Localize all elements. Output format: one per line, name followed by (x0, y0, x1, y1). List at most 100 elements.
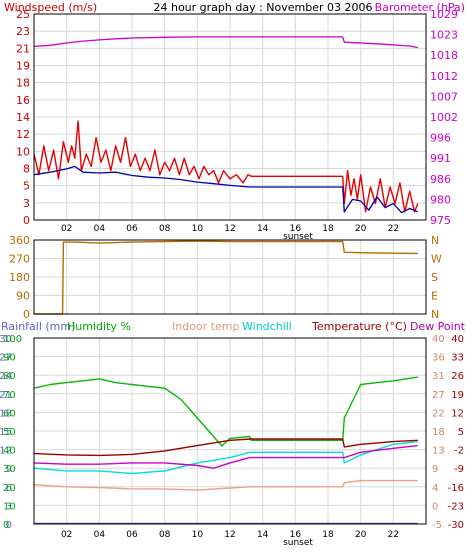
rainfall-tick: 6 (6, 483, 12, 494)
temperature-tick: 12 (451, 408, 464, 419)
wind-plot-frame (33, 13, 427, 221)
temperature-tick: 19 (451, 390, 464, 401)
x-tick-label: 12 (224, 224, 235, 234)
barometer-tick: 1007 (430, 90, 458, 103)
x-tick-label: 18 (322, 530, 334, 540)
rainfall-tick: 27 (0, 353, 12, 364)
humidity-tick: 100 (3, 334, 22, 345)
barometer-tick: 1018 (430, 49, 458, 62)
temperature-tick: -30 (448, 520, 464, 531)
legend-humidity: Humidity % (67, 320, 131, 333)
x-tick-label: 08 (159, 530, 171, 540)
wind-grid (34, 14, 426, 220)
rainfall-tick: 15 (0, 427, 12, 438)
rainfall-tick: 0 (6, 520, 12, 531)
direction-compass-tick: W (431, 253, 442, 266)
x-tick-label: 04 (94, 224, 106, 234)
indoor-temp-tick: 13 (432, 446, 445, 457)
windgust-line (33, 120, 419, 213)
indoor-temp-tick: 27 (432, 390, 445, 401)
windspeed-tick: 8 (23, 163, 30, 176)
indoor-temp-tick: 0 (432, 501, 438, 512)
direction-degree-tick: 90 (16, 290, 30, 303)
temperature-tick: 5 (458, 427, 464, 438)
rainfall-tick: 30 (0, 334, 12, 345)
direction-compass-tick: N (431, 308, 439, 321)
wind-barometer-panel: Windspeed (m/s) 24 hour graph day : Nove… (4, 1, 465, 242)
wind-x-tick-labels: 02 04 06 08 10 12 14 16 18 20 22 (61, 224, 399, 234)
x-tick-label: 20 (355, 530, 367, 540)
humidity-tick: 60 (3, 408, 16, 419)
x-tick-label: 12 (224, 530, 235, 540)
x-tick-label: 04 (94, 530, 106, 540)
direction-compass-tick: S (431, 271, 438, 284)
x-tick-label: 02 (61, 224, 72, 234)
temperature-tick: -23 (448, 501, 464, 512)
legend-windchill: Windchill (242, 320, 292, 333)
windspeed-tick: 23 (16, 25, 30, 38)
x-tick-label: 16 (290, 530, 302, 540)
temp-series (33, 376, 418, 525)
direction-series (34, 240, 418, 315)
barometer-tick: 1012 (430, 70, 458, 83)
direction-degree-tick: 180 (9, 271, 30, 284)
chart-title: 24 hour graph day : November 03 2006 (153, 1, 372, 14)
wind-series (33, 36, 419, 214)
humidity-tick: 10 (3, 501, 16, 512)
temp-grid (34, 338, 426, 524)
direction-degree-tick: 360 (9, 234, 30, 247)
temperature-line (33, 438, 418, 457)
temperature-tick: -9 (454, 464, 464, 475)
x-tick-label: 18 (322, 224, 334, 234)
temperature-tick-labels: 40 33 26 19 12 5 -2 -9 -16 -23 -30 (448, 334, 464, 531)
legend-rainfall: Rainfall (mm) (1, 320, 75, 333)
indoor-temp-tick: 4 (432, 483, 438, 494)
temp-x-tick-labels: 02 04 06 08 10 12 14 16 18 20 22 (61, 530, 399, 540)
temp-sunset-marker: sunset (283, 538, 313, 548)
windspeed-tick: 5 (23, 180, 30, 193)
barometer-tick: 1002 (430, 111, 458, 124)
indoor-temp-tick: 22 (432, 408, 445, 419)
humidity-tick: 0 (3, 520, 9, 531)
windspeed-tick-labels: 25 23 21 19 18 16 14 12 10 8 5 3 0 (16, 8, 30, 227)
temperature-tick: -16 (448, 483, 464, 494)
humidity-tick: 20 (3, 483, 16, 494)
windspeed-tick: 25 (16, 8, 30, 21)
x-tick-label: 10 (192, 224, 204, 234)
direction-grid (34, 240, 426, 314)
rainfall-tick: 21 (0, 390, 12, 401)
temperature-humidity-panel: Rainfall (mm) Humidity % Indoor temp Win… (0, 320, 466, 548)
x-tick-label: 02 (61, 530, 72, 540)
x-tick-label: 14 (257, 530, 269, 540)
windavg-line (33, 165, 419, 214)
barometer-line (33, 36, 418, 49)
temp-plot-frame (33, 337, 427, 525)
indoor-temp-tick: 36 (432, 353, 445, 364)
indoor-line (33, 479, 418, 491)
rainfall-tick: 12 (0, 446, 12, 457)
dewpoint-line (33, 444, 418, 469)
windspeed-tick: 14 (16, 111, 30, 124)
barometer-tick: 1029 (430, 8, 458, 21)
direction-plot-frame (33, 239, 427, 315)
x-tick-label: 20 (355, 224, 367, 234)
legend-dew-point: Dew Point (410, 320, 466, 333)
windspeed-tick: 21 (16, 42, 30, 55)
barometer-tick: 986 (430, 173, 451, 186)
direction-compass-tick: N (431, 234, 439, 247)
humidity-tick: 50 (3, 427, 16, 438)
rainfall-tick: 24 (0, 371, 12, 382)
barometer-axis-title: Barometer (hPa) (375, 1, 465, 14)
direction-degree-labels: 360 270 180 90 0 (9, 234, 30, 321)
x-tick-label: 22 (388, 224, 399, 234)
temperature-tick: -2 (454, 446, 464, 457)
windspeed-tick: 0 (23, 214, 30, 227)
x-tick-label: 10 (192, 530, 204, 540)
temperature-tick: 33 (451, 353, 464, 364)
legend-temperature: Temperature (°C) (311, 320, 407, 333)
